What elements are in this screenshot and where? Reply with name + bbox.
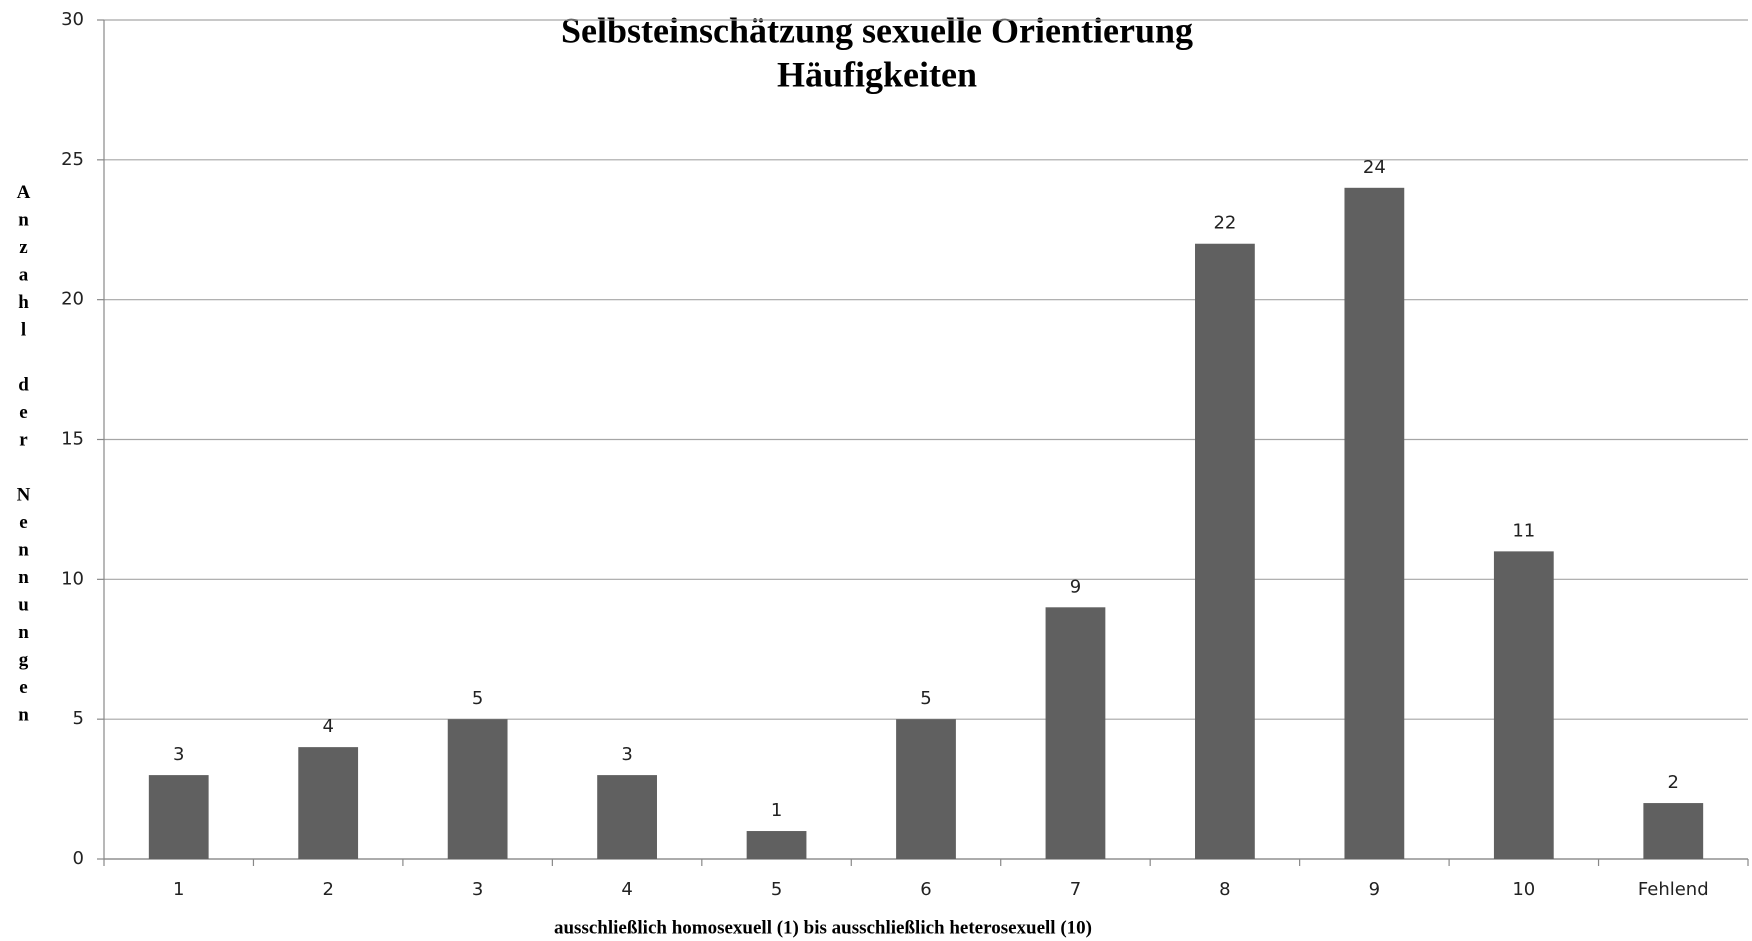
y-tick-label: 20 bbox=[61, 289, 84, 310]
y-axis-label: Anzahl der Nennungen bbox=[13, 182, 34, 732]
chart-subtitle: Häufigkeiten bbox=[777, 54, 977, 94]
bar bbox=[298, 747, 359, 859]
bar bbox=[1493, 551, 1554, 859]
x-tick-label: 9 bbox=[1369, 879, 1380, 900]
x-axis-label: ausschließlich homosexuell (1) bis aussc… bbox=[554, 917, 1092, 938]
x-tick-label: 5 bbox=[771, 879, 782, 900]
x-tick-label: 1 bbox=[173, 879, 184, 900]
y-tick-label: 25 bbox=[61, 149, 84, 170]
value-label: 5 bbox=[472, 688, 483, 709]
value-label: 3 bbox=[621, 744, 632, 765]
bar bbox=[597, 775, 657, 859]
bar bbox=[1195, 243, 1255, 859]
value-label: 11 bbox=[1512, 520, 1535, 541]
bar bbox=[447, 719, 508, 859]
bar bbox=[1045, 607, 1106, 859]
y-tick-label: 0 bbox=[73, 848, 84, 869]
value-label: 1 bbox=[771, 800, 782, 821]
x-tick-label: 8 bbox=[1219, 879, 1230, 900]
bar bbox=[1643, 803, 1704, 859]
x-tick-label: 2 bbox=[322, 879, 333, 900]
y-tick-label: 15 bbox=[61, 429, 84, 450]
x-tick-label: Fehlend bbox=[1638, 879, 1709, 900]
x-tick-label: 4 bbox=[621, 879, 632, 900]
value-label: 22 bbox=[1213, 213, 1236, 234]
x-tick-label: 6 bbox=[920, 879, 931, 900]
value-label: 4 bbox=[322, 716, 333, 737]
y-tick-label: 5 bbox=[73, 708, 84, 729]
bar bbox=[1344, 187, 1405, 860]
y-tick-label: 30 bbox=[61, 9, 84, 30]
y-tick-label: 10 bbox=[61, 568, 84, 589]
value-label: 3 bbox=[173, 744, 184, 765]
chart-title: Selbsteinschätzung sexuelle Orientierung bbox=[561, 10, 1193, 50]
value-label: 9 bbox=[1070, 576, 1081, 597]
bar bbox=[896, 719, 956, 859]
x-tick-label: 7 bbox=[1070, 879, 1081, 900]
bar bbox=[746, 831, 807, 859]
value-label: 2 bbox=[1668, 772, 1679, 793]
x-tick-label: 3 bbox=[472, 879, 483, 900]
value-label: 24 bbox=[1363, 157, 1386, 178]
bar bbox=[148, 775, 209, 859]
x-tick-label: 10 bbox=[1512, 879, 1535, 900]
value-label: 5 bbox=[920, 688, 931, 709]
